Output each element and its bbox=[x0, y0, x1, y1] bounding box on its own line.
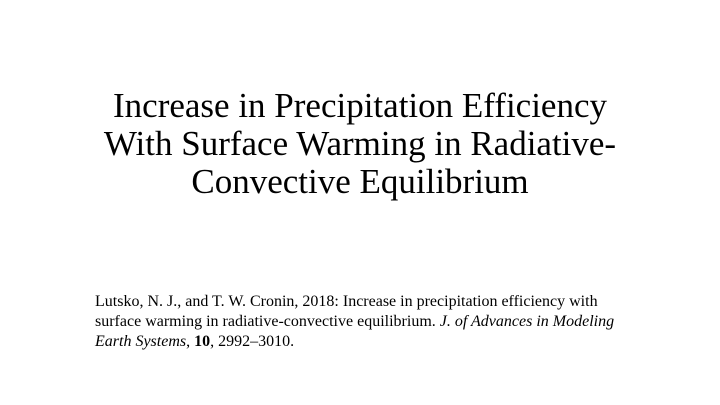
slide-title: Increase in Precipitation Efficiency Wit… bbox=[60, 87, 660, 201]
citation-authors-title: Lutsko, N. J., and T. W. Cronin, 2018: I… bbox=[95, 293, 598, 330]
citation-volume: 10 bbox=[194, 333, 211, 350]
title-line-1: Increase in Precipitation Efficiency bbox=[113, 86, 607, 125]
citation-journal: J. of Advances in Modeling Earth Systems bbox=[95, 313, 615, 350]
citation-separator: , bbox=[186, 333, 195, 350]
citation: Lutsko, N. J., and T. W. Cronin, 2018: I… bbox=[95, 292, 635, 352]
title-line-2: With Surface Warming in Radiative- bbox=[103, 124, 617, 163]
title-line-3: Convective Equilibrium bbox=[191, 162, 529, 201]
citation-pages: , 2992–3010. bbox=[210, 333, 295, 350]
